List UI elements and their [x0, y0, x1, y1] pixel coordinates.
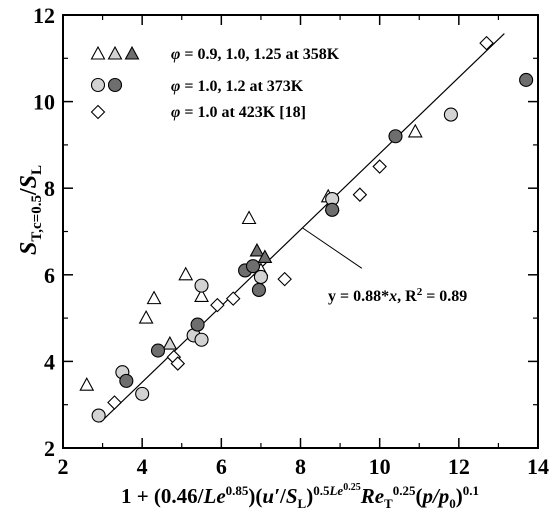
y-tick-label: 2 [44, 436, 55, 461]
data-point-circle-dark [325, 202, 340, 217]
x-tick-label: 6 [216, 454, 227, 479]
data-point-triangle-dark [249, 242, 265, 257]
data-point-circle-dark [388, 129, 403, 144]
data-point-circle-light [253, 269, 268, 285]
legend-marker-diamond-open [90, 104, 106, 120]
data-point-circle-light [91, 408, 106, 423]
data-point-circle-light [443, 107, 458, 122]
data-point-triangle-light [162, 335, 178, 350]
data-point-circle-dark [519, 72, 534, 87]
data-point-circle-light [194, 332, 209, 347]
annotation-leader-line [302, 227, 363, 269]
legend-marker-circle-light [90, 77, 106, 93]
legend-marker-triangle-open [90, 45, 106, 60]
x-tick-label: 14 [527, 454, 549, 479]
data-point-triangle-dark [257, 249, 273, 264]
data-point-triangle-open [138, 309, 154, 324]
y-tick-label: 10 [33, 90, 55, 115]
data-point-triangle-open [407, 123, 423, 138]
tick-labels: 2 4 6 8 10 12 14 2 4 6 8 10 12 [33, 3, 549, 479]
data-point-diamond-open [277, 271, 292, 287]
legend-entry-3: φ = 1.0 at 423K [18] [171, 104, 306, 121]
data-point-diamond-open [225, 291, 241, 306]
x-tick-label: 8 [295, 454, 306, 479]
data-point-circle-light [135, 386, 150, 401]
data-point-diamond-open [210, 297, 225, 313]
data-point-triangle-open [178, 266, 194, 281]
data-point-diamond-open [352, 187, 368, 202]
data-point-triangle-open [79, 377, 95, 391]
data-point-triangle-open [241, 210, 257, 225]
y-axis-label: ST,c=0.5/SL [16, 165, 45, 255]
data-point-triangle-open [194, 288, 209, 303]
data-point-circle-light [194, 278, 209, 293]
y-tick-label: 6 [44, 263, 55, 288]
data-point-circle-dark [251, 282, 266, 298]
legend-marker-triangle-light [107, 45, 123, 60]
data-point-diamond-open [107, 395, 122, 410]
data-point-diamond-open [372, 159, 387, 174]
data-point-triangle-open [146, 290, 162, 305]
legend-marker-circle-dark [107, 77, 123, 93]
y-tick-label: 4 [44, 349, 55, 374]
fit-annotation: y = 0.88*x, R2 = 0.89 [328, 286, 467, 305]
x-axis-label: 1 + (0.46/Le0.85)(u′/SL)0.5Le0.25ReT0.25… [121, 482, 479, 511]
data-point-diamond-open [479, 35, 494, 51]
legend-marker-triangle-dark [124, 45, 140, 60]
x-tick-label: 4 [137, 454, 148, 479]
data-point-circle-dark [190, 317, 205, 332]
x-tick-label: 12 [448, 454, 470, 479]
legend: φ = 0.9, 1.0, 1.25 at 358K φ = 1.0, 1.2 … [90, 45, 340, 121]
plot-frame [62, 14, 539, 449]
data-point-circle-dark [150, 343, 166, 358]
data-point-circle-dark [245, 259, 261, 274]
legend-markers [90, 45, 140, 120]
data-point-circle-dark [119, 373, 134, 388]
x-tick-label: 10 [369, 454, 391, 479]
data-point-diamond-open [170, 356, 186, 371]
legend-entry-1: φ = 0.9, 1.0, 1.25 at 358K [171, 46, 340, 63]
legend-entry-2: φ = 1.0, 1.2 at 373K [171, 78, 304, 95]
x-tick-label: 2 [58, 454, 69, 479]
y-tick-label: 12 [33, 3, 55, 28]
y-tick-label: 8 [44, 176, 55, 201]
data-points [79, 35, 534, 423]
